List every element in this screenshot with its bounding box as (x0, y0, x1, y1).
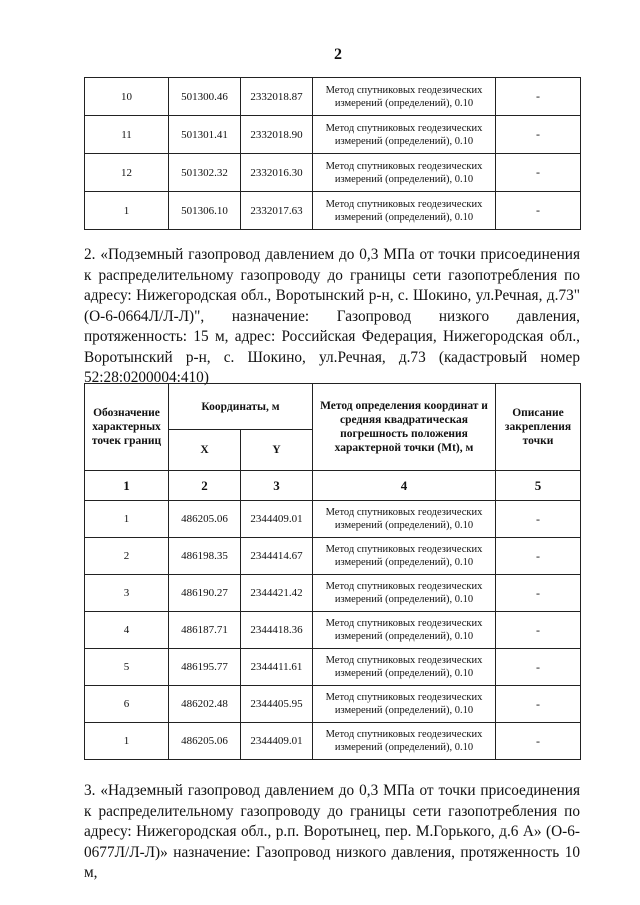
point-number: 4 (84, 611, 169, 649)
header-x: X (168, 429, 241, 471)
page-number: 2 (334, 46, 342, 63)
coord-x: 486187.71 (168, 611, 241, 649)
paragraph-2: 2. «Подземный газопровод давлением до 0,… (84, 246, 580, 386)
header-y: Y (240, 429, 313, 471)
coord-y: 2344409.01 (240, 500, 313, 538)
description: - (495, 722, 581, 760)
description: - (495, 648, 581, 686)
coord-y: 2332018.87 (240, 77, 313, 116)
method: Метод спутниковых геодезических измерени… (312, 611, 496, 649)
method: Метод спутниковых геодезических измерени… (312, 685, 496, 723)
method: Метод спутниковых геодезических измерени… (312, 153, 496, 192)
column-index: 2 (168, 470, 241, 501)
coord-x: 486205.06 (168, 500, 241, 538)
point-number: 1 (84, 722, 169, 760)
description: - (495, 77, 581, 116)
coord-x: 486202.48 (168, 685, 241, 723)
header-designation: Обозначение характерных точек границ (84, 383, 169, 471)
coord-x: 501301.41 (168, 115, 241, 154)
coord-x: 486190.27 (168, 574, 241, 612)
point-number: 3 (84, 574, 169, 612)
coordinates-table: Обозначение характерных точек границ Коо… (84, 383, 581, 760)
point-number: 2 (84, 537, 169, 575)
table-row: 3 486190.27 2344421.42 Метод спутниковых ге… (84, 574, 581, 612)
coord-y: 2332018.90 (240, 115, 313, 154)
table-row: 10 501300.46 2332018.87 Метод спутниковых г… (84, 77, 581, 116)
coord-y: 2332016.30 (240, 153, 313, 192)
description: - (495, 153, 581, 192)
description: - (495, 500, 581, 538)
table-row: 11 501301.41 2332018.90 Метод спутниковых г… (84, 115, 581, 154)
coord-x: 486198.35 (168, 537, 241, 575)
paragraph-3: 3. «Надземный газопровод давлением до 0,… (84, 782, 580, 881)
coord-x: 501300.46 (168, 77, 241, 116)
coord-y: 2344414.67 (240, 537, 313, 575)
point-number: 5 (84, 648, 169, 686)
method: Метод спутниковых геодезических измерени… (312, 648, 496, 686)
description: - (495, 611, 581, 649)
coord-x: 501302.32 (168, 153, 241, 192)
column-index: 1 (84, 470, 169, 501)
table-row: 1 486205.06 2344409.01 Метод спутниковых ге… (84, 500, 581, 538)
coord-y: 2344409.01 (240, 722, 313, 760)
point-number: 1 (84, 500, 169, 538)
header-coordinates: Координаты, м (168, 383, 313, 430)
table-row: 5 486195.77 2344411.61 Метод спутниковых ге… (84, 648, 581, 686)
coord-y: 2344405.95 (240, 685, 313, 723)
column-index: 4 (312, 470, 496, 501)
method: Метод спутниковых геодезических измерени… (312, 115, 496, 154)
coord-y: 2344418.36 (240, 611, 313, 649)
point-number: 10 (84, 77, 169, 116)
table-row: 12 501302.32 2332016.30 Метод спутниковых г… (84, 153, 581, 192)
coord-x: 486195.77 (168, 648, 241, 686)
description: - (495, 537, 581, 575)
point-number: 1 (84, 191, 169, 230)
coordinates-table-continued: 10 501300.46 2332018.87 Метод спутниковых г… (84, 77, 581, 230)
coord-x: 486205.06 (168, 722, 241, 760)
description: - (495, 685, 581, 723)
header-method: Метод определения координат и средняя кв… (312, 383, 496, 471)
method: Метод спутниковых геодезических измерени… (312, 537, 496, 575)
description: - (495, 574, 581, 612)
coord-y: 2344421.42 (240, 574, 313, 612)
method: Метод спутниковых геодезических измерени… (312, 500, 496, 538)
table-row: 6 486202.48 2344405.95 Метод спутниковых ге… (84, 685, 581, 723)
method: Метод спутниковых геодезических измерени… (312, 77, 496, 116)
table-row: 1 486205.06 2344409.01 Метод спутниковых ге… (84, 722, 581, 760)
table-row: 2 486198.35 2344414.67 Метод спутниковых ге… (84, 537, 581, 575)
coord-y: 2344411.61 (240, 648, 313, 686)
table-row: 4 486187.71 2344418.36 Метод спутниковых ге… (84, 611, 581, 649)
table-row: 1 501306.10 2332017.63 Метод спутниковых ге… (84, 191, 581, 230)
method: Метод спутниковых геодезических измерени… (312, 191, 496, 230)
point-number: 6 (84, 685, 169, 723)
point-number: 11 (84, 115, 169, 154)
column-index: 3 (240, 470, 313, 501)
header-description: Описание закрепления точки (495, 383, 581, 471)
method: Метод спутниковых геодезических измерени… (312, 722, 496, 760)
description: - (495, 115, 581, 154)
column-index: 5 (495, 470, 581, 501)
method: Метод спутниковых геодезических измерени… (312, 574, 496, 612)
coord-y: 2332017.63 (240, 191, 313, 230)
coord-x: 501306.10 (168, 191, 241, 230)
point-number: 12 (84, 153, 169, 192)
description: - (495, 191, 581, 230)
